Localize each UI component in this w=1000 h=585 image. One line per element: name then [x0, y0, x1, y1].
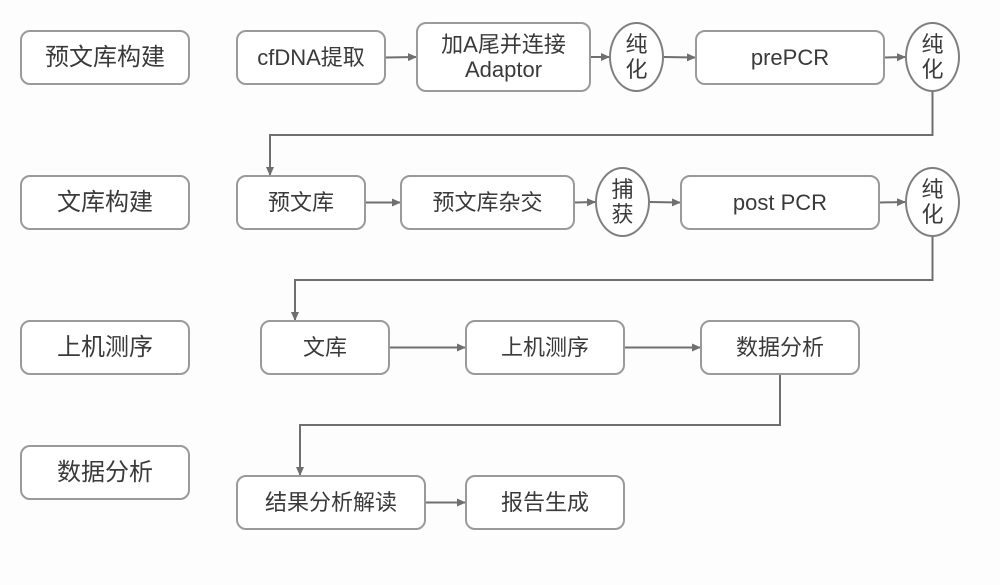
node-r2-n1: 预文库	[236, 175, 366, 230]
node-r3-n1: 文库	[260, 320, 390, 375]
node-r2-n3: 捕 获	[595, 167, 650, 237]
node-r1-n5: 纯 化	[905, 22, 960, 92]
node-r1-n4: prePCR	[695, 30, 885, 85]
node-r2-n2: 预文库杂交	[400, 175, 575, 230]
node-r3-n2: 上机测序	[465, 320, 625, 375]
node-r2-n4: post PCR	[680, 175, 880, 230]
node-label-row1: 预文库构建	[20, 30, 190, 85]
node-label-row3: 上机测序	[20, 320, 190, 375]
node-r1-n1: cfDNA提取	[236, 30, 386, 85]
node-label-row4: 数据分析	[20, 445, 190, 500]
node-r1-n3: 纯 化	[609, 22, 664, 92]
flowchart-stage: 预文库构建文库构建上机测序数据分析cfDNA提取加A尾并连接 Adaptor纯 …	[0, 0, 1000, 585]
node-r2-n5: 纯 化	[905, 167, 960, 237]
node-r4-n1: 结果分析解读	[236, 475, 426, 530]
node-label-row2: 文库构建	[20, 175, 190, 230]
node-r3-n3: 数据分析	[700, 320, 860, 375]
node-r1-n2: 加A尾并连接 Adaptor	[416, 22, 591, 92]
node-r4-n2: 报告生成	[465, 475, 625, 530]
